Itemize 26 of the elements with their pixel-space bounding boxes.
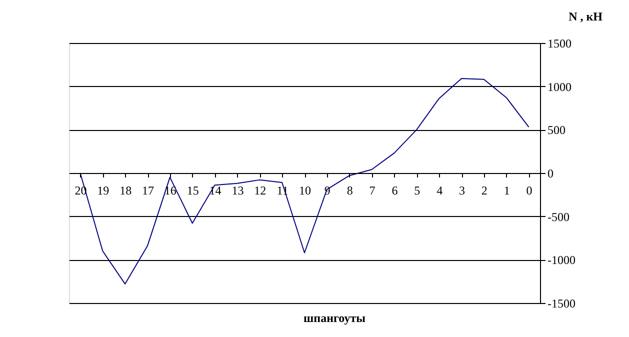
x-tick-label: 13 [232, 184, 244, 198]
y-tick-label: -1500 [548, 296, 576, 310]
y-tick-label: -500 [548, 210, 570, 224]
y-tick-label: 500 [548, 123, 566, 138]
x-tick-label: 19 [97, 184, 110, 198]
x-tick-label: 16 [164, 184, 176, 198]
y-tick-label: 0 [548, 166, 554, 180]
x-tick-label: 1 [504, 184, 510, 198]
x-tick-label: 8 [346, 184, 353, 198]
x-tick-label: 6 [392, 184, 398, 198]
x-tick-label: 10 [299, 184, 311, 198]
x-tick-label: 5 [414, 184, 420, 198]
y-axis-title: N , кН [568, 10, 604, 24]
x-axis-title: шпангоуты [304, 311, 366, 325]
x-tick-label: 3 [459, 184, 465, 198]
y-tick-label: -1000 [548, 253, 576, 268]
x-tick-label: 17 [142, 184, 154, 198]
x-tick-label: 15 [186, 184, 199, 198]
x-tick-label: 12 [254, 184, 266, 198]
x-tick-label: 0 [526, 184, 532, 198]
x-tick-label: 2 [481, 184, 488, 198]
x-tick-label: 7 [369, 184, 376, 198]
x-tick-label: 18 [120, 184, 132, 198]
y-tick-label: 1500 [548, 36, 572, 50]
y-tick-label: 1000 [548, 80, 572, 94]
x-tick-label: 4 [436, 184, 443, 198]
